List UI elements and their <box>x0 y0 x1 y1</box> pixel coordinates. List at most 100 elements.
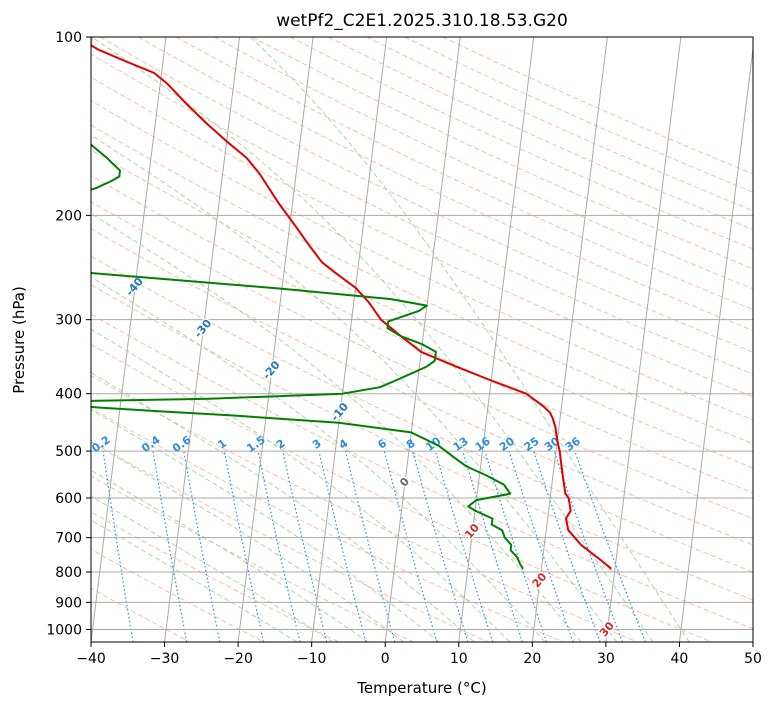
mixing-ratio-label: 0.4 <box>139 433 163 455</box>
dewpoint-line <box>91 143 524 570</box>
mixing-ratio-line <box>508 450 574 642</box>
dry-adiabat-line <box>91 76 753 398</box>
moist-adiabat-line <box>91 37 654 642</box>
y-axis: 100 200 300 400 500 600 700 800 900 1000 <box>46 30 91 638</box>
dry-adiabat-line <box>404 37 753 193</box>
mixing-ratio-label: 6 <box>375 437 389 452</box>
y-tick-label: 900 <box>55 595 82 611</box>
temperature-line <box>91 44 612 570</box>
profile-lines <box>91 44 612 570</box>
dry-adiabat-line <box>91 440 489 642</box>
isotherm-line <box>311 37 388 642</box>
dry-adiabat-line <box>91 375 638 642</box>
isotherm-label: 20 <box>530 570 550 590</box>
dry-adiabat-line <box>91 228 753 546</box>
moist-adiabat-line <box>91 441 404 642</box>
mixing-ratio-line <box>257 450 301 642</box>
pressure-grid <box>91 37 753 642</box>
dry-adiabat-line <box>91 174 753 494</box>
y-tick-label: 600 <box>55 491 82 507</box>
mixing-ratio-line <box>102 451 134 642</box>
mixing-ratio-line <box>574 450 646 642</box>
x-tick-label: −20 <box>223 651 253 667</box>
mixing-ratio-label: 4 <box>337 437 351 452</box>
moist-adiabat-line <box>91 212 582 642</box>
dry-adiabat-line <box>91 100 753 421</box>
isotherm-label: -50 <box>55 233 78 257</box>
isotherm-line <box>678 44 753 642</box>
x-tick-label: −30 <box>150 651 180 667</box>
mixing-ratio-line <box>484 450 548 642</box>
mixing-ratio-line <box>412 450 469 642</box>
mixing-ratio-line <box>383 450 438 642</box>
y-axis-label: Pressure (hPa) <box>10 286 28 394</box>
isotherm-line <box>91 37 93 53</box>
dry-adiabat-line <box>91 124 753 445</box>
moist-adiabat-line <box>91 371 475 642</box>
moist-adiabat-line <box>91 134 618 642</box>
dry-adiabat-line <box>91 511 340 642</box>
x-tick-label: 20 <box>523 651 541 667</box>
moist-adiabat-line <box>91 328 511 642</box>
y-tick-label: 800 <box>55 565 82 581</box>
y-tick-label: 200 <box>55 208 82 224</box>
isotherm-label: -10 <box>328 400 351 424</box>
mixing-ratio-label: 1.5 <box>244 433 267 455</box>
isotherm-line <box>384 37 461 642</box>
y-tick-label: 400 <box>55 387 82 403</box>
dry-adiabat-line <box>99 37 753 353</box>
dry-adiabat-line <box>91 201 753 520</box>
y-tick-label: 100 <box>55 30 82 46</box>
x-tick-label: 40 <box>671 651 689 667</box>
dry-adiabat-line <box>252 37 753 270</box>
mixing-ratio-line <box>462 450 524 642</box>
dry-adiabat-line <box>91 284 753 601</box>
isotherm-label: 0 <box>397 475 412 489</box>
isotherm-line <box>164 37 241 642</box>
dry-adiabat-line <box>91 475 414 642</box>
isotherm-label: 40 <box>665 668 685 688</box>
isotherm-line <box>531 37 608 642</box>
isotherm-line <box>752 637 753 642</box>
plot-background <box>91 37 753 642</box>
x-tick-label: 0 <box>381 651 390 667</box>
moist-adiabat-line <box>91 409 440 642</box>
dry-adiabat-line <box>290 37 753 250</box>
dry-adiabat-line <box>91 407 563 642</box>
mixing-ratio-line <box>223 450 265 642</box>
mixing-ratio-label: 3 <box>310 437 324 452</box>
isotherm-line <box>458 37 535 642</box>
isotherm-line <box>91 37 167 642</box>
x-tick-label: −10 <box>297 651 327 667</box>
isotherm-label: 30 <box>597 619 617 639</box>
moist-adiabat-line <box>91 495 333 642</box>
y-tick-label: 1000 <box>46 622 82 638</box>
moist-adiabat-line <box>91 519 298 642</box>
moist-adiabat-line <box>91 469 369 642</box>
isotherm-line <box>237 37 314 642</box>
moist-adiabat-line <box>250 37 690 642</box>
mixing-ratio-line <box>533 450 601 642</box>
mixing-ratio-line <box>318 450 367 642</box>
y-tick-label: 500 <box>55 444 82 460</box>
dry-adiabat-line <box>91 313 753 630</box>
dry-adiabat-line <box>366 37 753 212</box>
chart-title: wetPf2_C2E1.2025.310.18.53.G20 <box>276 11 568 31</box>
mixing-ratio-line <box>553 450 624 642</box>
plot-frame <box>90 36 754 643</box>
mixing-ratio-line <box>152 451 188 642</box>
dry-adiabat-line <box>176 37 753 311</box>
dry-adiabat-line <box>91 149 753 469</box>
dry-adiabat-line <box>91 548 265 642</box>
mixing-ratio-line <box>434 450 494 642</box>
isotherm-label: -40 <box>123 275 146 299</box>
x-tick-label: 50 <box>744 651 762 667</box>
y-tick-label: 700 <box>55 531 82 547</box>
x-axis-label: Temperature (°C) <box>356 679 486 697</box>
line-labels: 0.10.20.40.611.52346810131620253036-100-… <box>55 233 685 688</box>
dry-adiabat-line <box>91 343 712 642</box>
mixing-ratio-line <box>183 450 221 642</box>
isotherm-line <box>605 37 682 642</box>
mixing-ratio-line <box>282 450 328 642</box>
